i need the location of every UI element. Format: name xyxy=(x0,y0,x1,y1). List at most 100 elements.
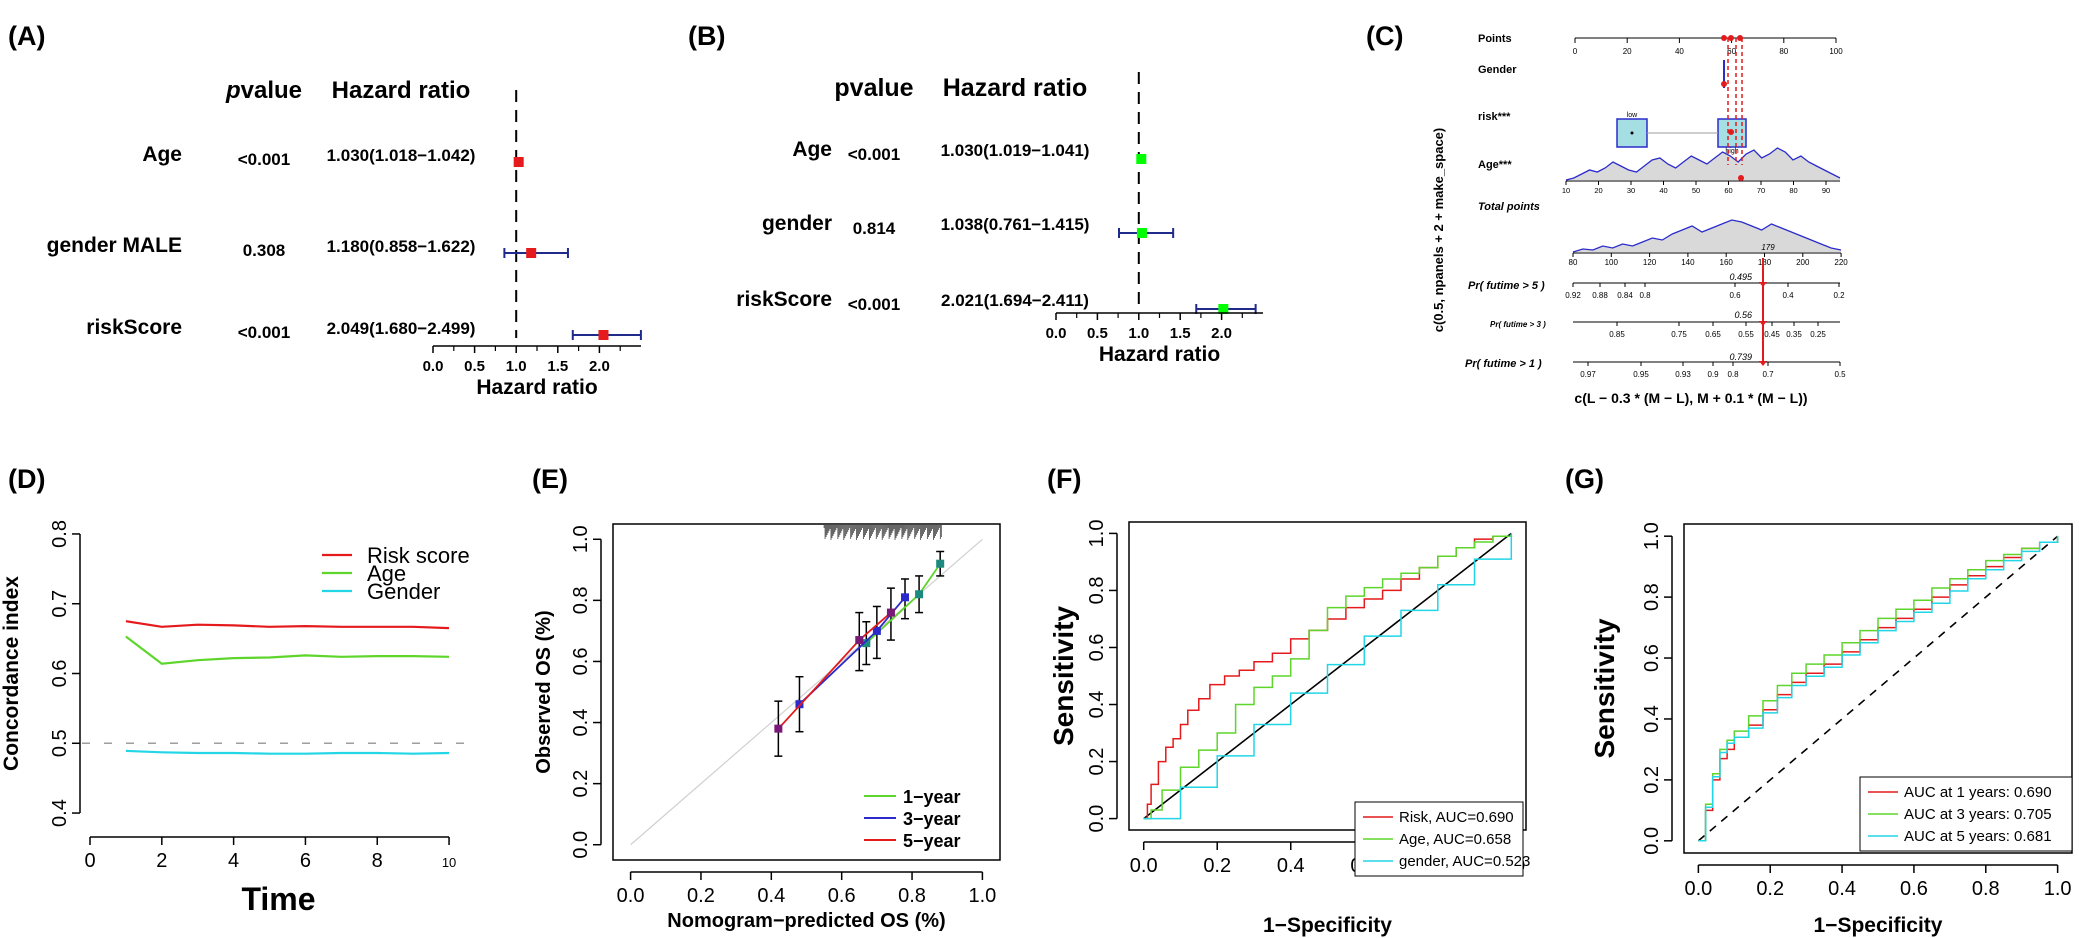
x-axis-title: Hazard ratio xyxy=(476,376,597,399)
row-label: Gender xyxy=(1478,64,1517,76)
x-tick-label: 4 xyxy=(228,850,239,872)
x-axis-title: Hazard ratio xyxy=(1099,343,1220,366)
row-label: Pr( futime > 5 ) xyxy=(1468,280,1545,292)
x-tick-label: 2.0 xyxy=(589,358,610,375)
x-tick-label: 0.2 xyxy=(1203,855,1231,877)
row-hr-text: 2.021(1.694−2.411) xyxy=(941,291,1089,310)
row-label: Pr( futime > 1 ) xyxy=(1465,358,1542,370)
ideal-line xyxy=(630,538,983,846)
x-tick-label: 1.0 xyxy=(506,358,527,375)
tick-label: 40 xyxy=(1675,47,1684,56)
tick-label: 0 xyxy=(1573,47,1578,56)
tick-label: 100 xyxy=(1829,47,1843,56)
x-tick-label: 0.0 xyxy=(423,358,444,375)
tick-label: 20 xyxy=(1594,186,1602,195)
tick-label: 140 xyxy=(1681,258,1695,267)
arrow-head xyxy=(1759,321,1767,326)
arrow-head xyxy=(1759,361,1767,366)
tick-label: 80 xyxy=(1569,258,1578,267)
plot-frame xyxy=(1128,521,1527,831)
y-tick-label: 0.0 xyxy=(1086,805,1108,833)
tick-label: 60 xyxy=(1724,186,1732,195)
tick-label: 0.45 xyxy=(1764,330,1780,339)
row-hr-text: 1.030(1.018−1.042) xyxy=(327,146,476,165)
hr-point xyxy=(526,248,537,258)
tick-label: 180 xyxy=(1758,258,1772,267)
tick-label: 0.8 xyxy=(1727,370,1739,379)
tick-label: 0.25 xyxy=(1810,330,1826,339)
row-label: risk*** xyxy=(1478,111,1511,123)
legend-label: AUC at 1 years: 0.690 xyxy=(1904,784,2052,801)
x-tick-label: 1.0 xyxy=(1128,325,1149,342)
prob-value: 0.739 xyxy=(1729,352,1752,362)
x-tick-label: 1.5 xyxy=(1170,325,1191,342)
legend-label: gender, AUC=0.523 xyxy=(1399,853,1530,870)
y-tick-label: 0.8 xyxy=(1641,583,1663,611)
age-density-fill xyxy=(1566,148,1840,180)
x-tick-label: 0.2 xyxy=(1756,878,1784,900)
row-hr-text: 1.030(1.019−1.041) xyxy=(941,141,1090,160)
tick-label: 40 xyxy=(1659,186,1667,195)
y-tick-label: 0.4 xyxy=(1086,691,1108,719)
tick-label: 20 xyxy=(1623,47,1632,56)
x-axis-title: 1−Specificity xyxy=(1814,914,1943,937)
y-tick-label: 1.0 xyxy=(1641,522,1663,550)
arrow-head xyxy=(1759,282,1767,287)
row-label: Total points xyxy=(1478,201,1540,213)
tick-label: 100 xyxy=(1605,258,1619,267)
tick-label: 0.95 xyxy=(1633,370,1649,379)
row-label: Age*** xyxy=(1478,159,1512,171)
y-tick-label: 0.4 xyxy=(49,799,71,827)
series-line xyxy=(125,749,450,755)
row-pvalue: 0.814 xyxy=(853,219,896,238)
tick-label: 0.2 xyxy=(1833,291,1845,300)
tick-label: 0.85 xyxy=(1609,330,1625,339)
roc-curve xyxy=(1143,533,1513,820)
panel-label-B: (B) xyxy=(688,21,725,51)
header-hazard-ratio: Hazard ratio xyxy=(943,74,1087,102)
legend-label: Risk score xyxy=(367,543,470,568)
x-tick-label: 0.0 xyxy=(1130,855,1158,877)
calibration-point xyxy=(901,593,910,602)
x-axis-title: c(L − 0.3 * (M − L), M + 0.1 * (M − L)) xyxy=(1574,390,1807,406)
x-tick-label: 1.0 xyxy=(2044,878,2072,900)
panel-label-A: (A) xyxy=(8,21,45,51)
x-tick-label: 0.4 xyxy=(1828,878,1856,900)
points-marker xyxy=(1737,35,1743,41)
row-label: Age xyxy=(142,143,182,166)
total-density-fill xyxy=(1573,220,1841,252)
tick-label: 0.4 xyxy=(1782,291,1794,300)
tick-label: 0.84 xyxy=(1617,291,1633,300)
y-tick-label: 0.2 xyxy=(1086,748,1108,776)
gender-point xyxy=(1721,81,1727,87)
tick-label: 0.7 xyxy=(1762,370,1774,379)
y-tick-label: 0.8 xyxy=(1086,577,1108,605)
row-label: gender MALE xyxy=(47,234,182,257)
x-tick-label: 2 xyxy=(156,850,167,872)
legend-label: AUC at 5 years: 0.681 xyxy=(1904,828,2052,845)
y-tick-label: 0.2 xyxy=(570,770,592,798)
x-tick-label: 0.0 xyxy=(1046,325,1067,342)
prob-value: 0.495 xyxy=(1729,272,1753,282)
x-tick-label: 10 xyxy=(442,855,456,870)
roc-curve xyxy=(1698,536,2059,842)
legend-label: Gender xyxy=(367,579,440,604)
x-tick-label: 0.8 xyxy=(898,885,926,907)
tick-label: 0.5 xyxy=(1834,370,1846,379)
y-tick-label: 0.8 xyxy=(570,586,592,614)
tick-label: 0.6 xyxy=(1729,291,1741,300)
plot-frame xyxy=(1683,523,2073,854)
calibration-point xyxy=(886,608,895,617)
points-marker xyxy=(1728,35,1734,41)
x-tick-label: 1.0 xyxy=(969,885,997,907)
row-hr-text: 1.038(0.761−1.415) xyxy=(941,215,1090,234)
y-tick-label: 0.5 xyxy=(49,729,71,757)
x-tick-label: 0.4 xyxy=(757,885,785,907)
tick-label: 0.55 xyxy=(1738,330,1754,339)
x-tick-label: 0.6 xyxy=(1900,878,1928,900)
calibration-point xyxy=(915,590,924,599)
tick-label: 160 xyxy=(1720,258,1734,267)
panel-label-G: (G) xyxy=(1565,464,1604,494)
y-tick-label: 1.0 xyxy=(570,525,592,553)
tick-label: 60 xyxy=(1727,47,1736,56)
